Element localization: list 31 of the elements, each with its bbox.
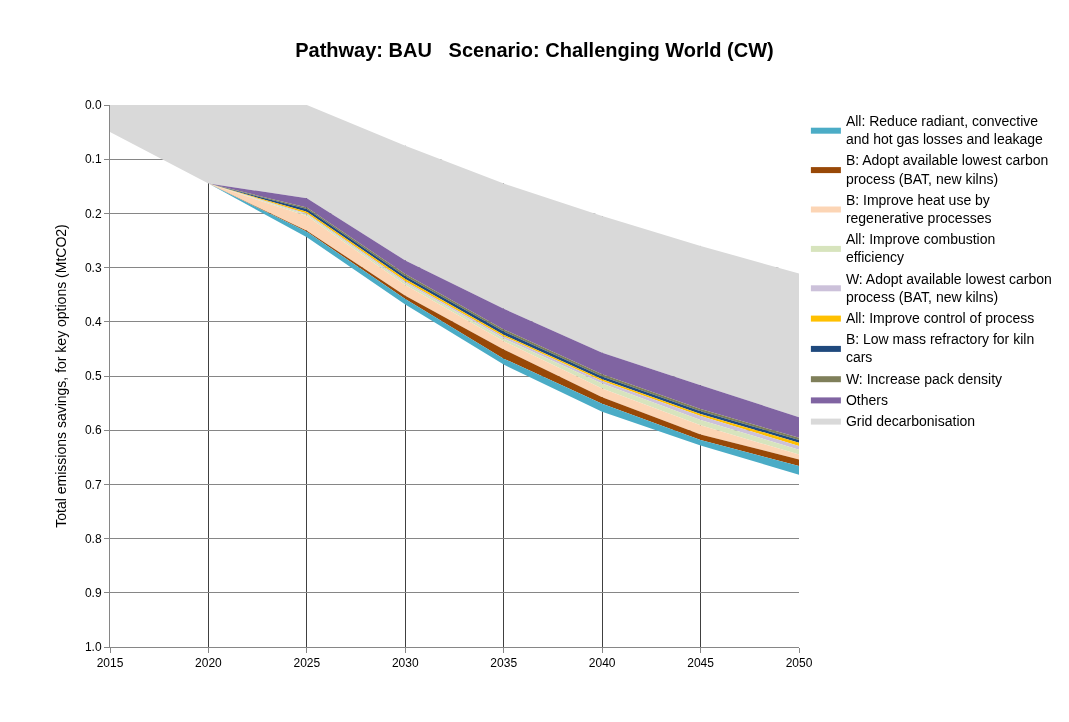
x-tick-label: 2040 <box>588 656 616 671</box>
y-tick-label: 0.1 <box>84 152 102 167</box>
x-tick-label: 2020 <box>195 656 223 671</box>
legend-label: Others <box>845 391 888 408</box>
legend-label: B: Improve heat use by regenerative processes <box>845 191 992 227</box>
legend-label: Grid decarbonisation <box>845 413 976 430</box>
y-tick-label: 0.0 <box>84 98 102 113</box>
x-tick-label: 2015 <box>96 656 124 671</box>
y-tick-label: 0.9 <box>84 586 102 600</box>
x-tick-label: 2025 <box>293 656 321 671</box>
legend-label: All: Reduce radiant, convective and hot gas losses and leakage <box>845 113 1044 148</box>
legend-label: All: Improve control of process <box>845 310 1035 327</box>
y-axis-title: Total emissions savings, for key options (MtCO2) <box>52 224 69 528</box>
legend-label: All: Improve combustion efficiency <box>845 231 996 266</box>
x-tick-label: 2030 <box>391 656 419 671</box>
legend-label: B: Adopt available lowest carbon process (BAT, new kilns) <box>845 152 1049 187</box>
x-tick-label: 2035 <box>490 656 518 671</box>
legend-label: W: Increase pack density <box>845 370 1003 387</box>
y-tick-label: 0.3 <box>84 260 102 275</box>
x-tick-label: 2045 <box>687 656 715 671</box>
y-tick-label: 0.2 <box>84 206 102 221</box>
x-tick-label: 2050 <box>785 656 813 671</box>
y-tick-label: 0.6 <box>84 423 102 438</box>
y-tick-label: 0.7 <box>84 477 102 492</box>
chart-title: Pathway: BAU Scenario: Challenging World (CW) <box>295 39 774 62</box>
legend-label: B: Low mass refractory for kiln cars <box>845 331 1035 366</box>
legend-label: W: Adopt available lowest carbon process (BAT, new kilns) <box>845 270 1052 305</box>
y-tick-label: 1.0 <box>84 640 102 655</box>
y-tick-label: 0.4 <box>84 315 102 329</box>
y-tick-label: 0.8 <box>84 531 102 546</box>
y-tick-label: 0.5 <box>84 369 102 384</box>
